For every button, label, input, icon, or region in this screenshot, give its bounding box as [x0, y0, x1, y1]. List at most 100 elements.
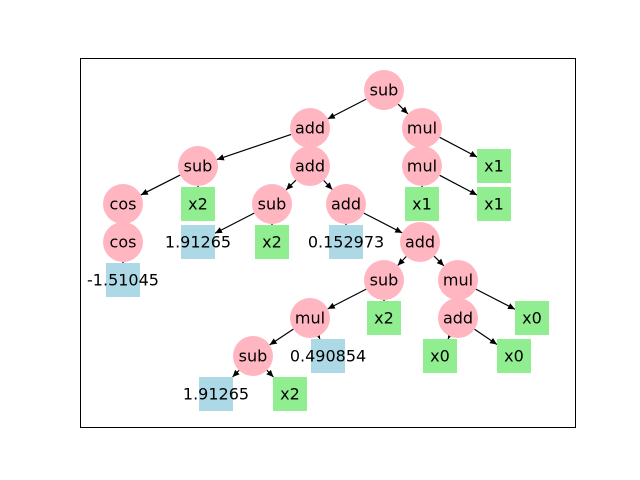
- operator-node: add: [290, 146, 330, 186]
- node-label: x2: [262, 233, 282, 252]
- constant-box: [329, 225, 363, 259]
- operator-circle: [364, 70, 404, 110]
- operator-node: mul: [402, 146, 442, 186]
- node-label: 1.91265: [165, 233, 231, 252]
- node-label: x0: [430, 347, 450, 366]
- constant-node: -1.51045: [87, 263, 159, 297]
- tree-edge: [314, 331, 321, 340]
- node-label: sub: [370, 81, 399, 100]
- tree-edge: [433, 255, 445, 267]
- operator-node: cos: [103, 222, 143, 262]
- tree-edge: [327, 98, 367, 120]
- operator-node: sub: [364, 70, 404, 110]
- operator-circle: [400, 222, 440, 262]
- operator-node: add: [400, 222, 440, 262]
- variable-box: [405, 187, 439, 221]
- node-label: cos: [110, 233, 137, 252]
- node-label: sub: [258, 195, 287, 214]
- node-label: x0: [522, 309, 542, 328]
- node-label: sub: [184, 157, 213, 176]
- edges-layer: [119, 98, 516, 378]
- node-label: mul: [407, 157, 437, 176]
- tree-edge: [447, 331, 454, 340]
- constant-node: 0.490854: [290, 339, 366, 373]
- variable-node: x2: [367, 301, 401, 335]
- operator-node: sub: [178, 146, 218, 186]
- operator-circle: [326, 184, 366, 224]
- tree-edge: [327, 288, 367, 310]
- tree-edge: [285, 179, 297, 191]
- constant-node: 1.91265: [165, 225, 231, 259]
- node-label: x1: [484, 157, 504, 176]
- operator-node: sub: [364, 260, 404, 300]
- node-label: x1: [412, 195, 432, 214]
- variable-node: x0: [515, 301, 549, 335]
- variable-node: x1: [477, 149, 511, 183]
- node-label: sub: [370, 271, 399, 290]
- node-label: cos: [110, 195, 137, 214]
- tree-edge: [439, 174, 478, 196]
- tree-edge: [474, 328, 498, 345]
- variable-node: x0: [423, 339, 457, 373]
- operator-circle: [364, 260, 404, 300]
- variable-box: [181, 187, 215, 221]
- operator-circle: [233, 336, 273, 376]
- operator-circle: [402, 108, 442, 148]
- operator-circle: [438, 260, 478, 300]
- node-label: -1.51045: [87, 271, 159, 290]
- operator-node: mul: [438, 260, 478, 300]
- operator-node: mul: [402, 108, 442, 148]
- operator-circle: [438, 298, 478, 338]
- constant-node: 1.91265: [183, 377, 249, 411]
- plot-frame: [80, 58, 576, 428]
- tree-edge: [475, 288, 516, 310]
- tree-edge: [439, 136, 478, 158]
- variable-box: [477, 149, 511, 183]
- tree-edge: [214, 212, 255, 234]
- node-label: add: [295, 157, 325, 176]
- operator-node: add: [438, 298, 478, 338]
- variable-node: x1: [405, 187, 439, 221]
- operator-node: sub: [233, 336, 273, 376]
- node-label: add: [331, 195, 361, 214]
- tree-edge: [363, 212, 403, 234]
- node-label: x2: [374, 309, 394, 328]
- node-label: add: [443, 309, 473, 328]
- operator-node: mul: [290, 298, 330, 338]
- node-label: mul: [407, 119, 437, 138]
- variable-node: x2: [273, 377, 307, 411]
- operator-circle: [103, 222, 143, 262]
- operator-node: cos: [103, 184, 143, 224]
- node-label: mul: [443, 271, 473, 290]
- variable-box: [477, 187, 511, 221]
- operator-circle: [290, 108, 330, 148]
- variable-node: x2: [255, 225, 289, 259]
- node-label: add: [405, 233, 435, 252]
- tree-edge: [397, 256, 407, 266]
- operator-node: add: [290, 108, 330, 148]
- variable-node: x0: [497, 339, 531, 373]
- constant-box: [181, 225, 215, 259]
- variable-box: [367, 301, 401, 335]
- constant-box: [199, 377, 233, 411]
- node-label: mul: [295, 309, 325, 328]
- variable-box: [273, 377, 307, 411]
- node-label: x1: [484, 195, 504, 214]
- constant-node: 0.152973: [308, 225, 384, 259]
- variable-box: [515, 301, 549, 335]
- operator-circle: [252, 184, 292, 224]
- variable-box: [423, 339, 457, 373]
- tree-edge: [140, 174, 181, 196]
- node-label: 0.152973: [308, 233, 384, 252]
- node-label: x2: [188, 195, 208, 214]
- tree-edge: [269, 328, 294, 346]
- tree-edge: [323, 180, 333, 190]
- tree-edge: [266, 369, 274, 378]
- operator-circle: [290, 146, 330, 186]
- variable-node: x2: [181, 187, 215, 221]
- tree-edge: [216, 133, 292, 161]
- operator-circle: [402, 146, 442, 186]
- operator-node: sub: [252, 184, 292, 224]
